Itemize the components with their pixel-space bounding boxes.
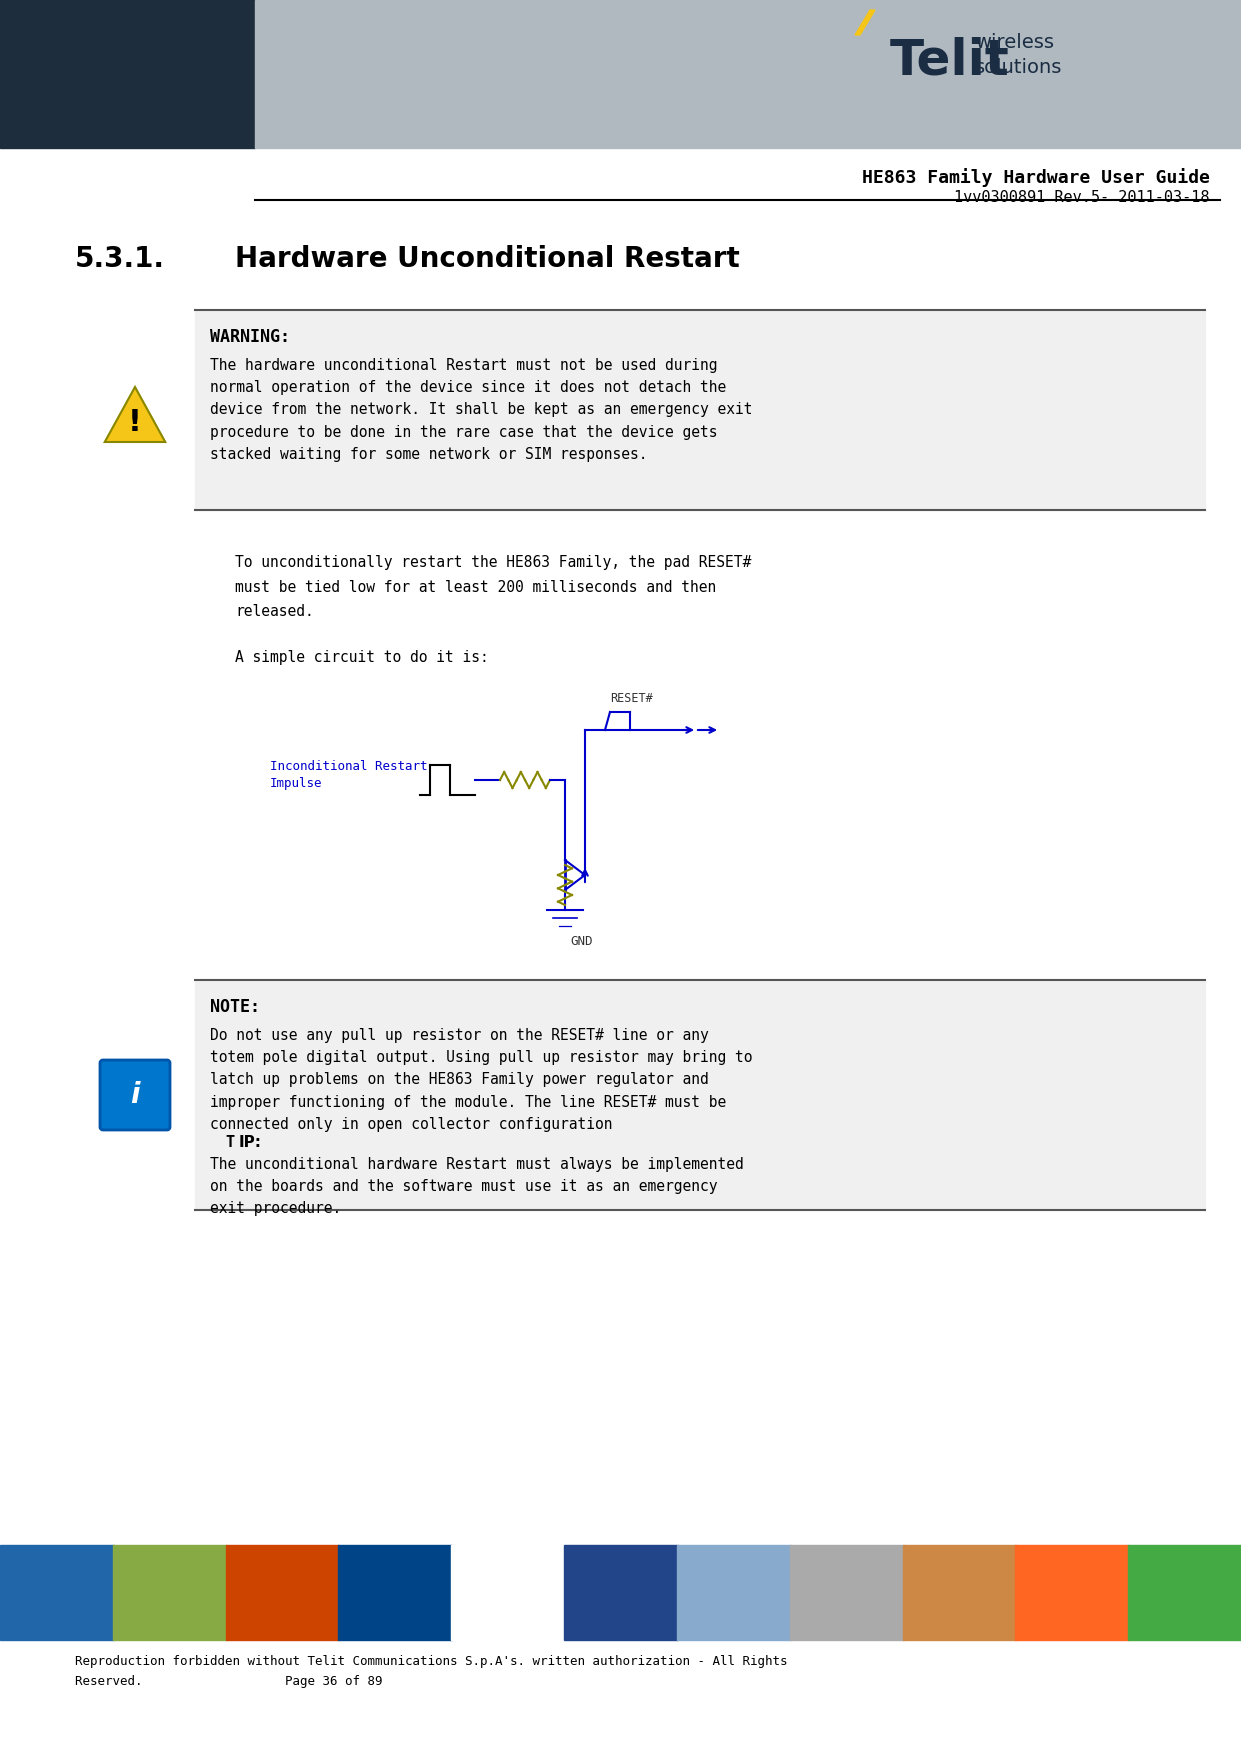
Bar <box>1015 1544 1129 1639</box>
Bar <box>195 979 1205 1209</box>
Text: Inconditional Restart
Impulse: Inconditional Restart Impulse <box>271 760 427 790</box>
Bar <box>789 1544 903 1639</box>
Bar <box>254 0 1241 147</box>
Text: RESET#: RESET# <box>611 691 653 706</box>
Text: T: T <box>225 1135 235 1150</box>
Text: i: i <box>130 1081 140 1109</box>
Text: The unconditional hardware Restart must always be implemented
on the boards and : The unconditional hardware Restart must … <box>210 1157 743 1216</box>
Text: !: ! <box>128 409 141 437</box>
Bar <box>0 0 254 147</box>
Text: HE863 Family Hardware User Guide: HE863 Family Hardware User Guide <box>862 168 1210 188</box>
Text: Reserved.                   Page 36 of 89: Reserved. Page 36 of 89 <box>74 1674 382 1688</box>
Text: 1vv0300891 Rev.5- 2011-03-18: 1vv0300891 Rev.5- 2011-03-18 <box>954 190 1210 205</box>
Bar <box>676 1544 791 1639</box>
Text: Telit: Telit <box>890 37 1010 84</box>
Text: A simple circuit to do it is:: A simple circuit to do it is: <box>235 649 489 665</box>
Text: Hardware Unconditional Restart: Hardware Unconditional Restart <box>235 246 740 274</box>
Bar <box>902 1544 1016 1639</box>
Text: To unconditionally restart the HE863 Family, the pad RESET#
must be tied low for: To unconditionally restart the HE863 Fam… <box>235 555 751 620</box>
Text: NOTE:: NOTE: <box>210 999 261 1016</box>
Bar <box>339 1544 452 1639</box>
Text: 5.3.1.: 5.3.1. <box>74 246 165 274</box>
Text: Reproduction forbidden without Telit Communications S.p.A's. written authorizati: Reproduction forbidden without Telit Com… <box>74 1655 788 1667</box>
Text: GND: GND <box>570 935 592 948</box>
Text: wireless
solutions: wireless solutions <box>975 33 1062 77</box>
Text: The hardware unconditional Restart must not be used during
normal operation of t: The hardware unconditional Restart must … <box>210 358 752 462</box>
Text: IP:: IP: <box>240 1135 262 1150</box>
Bar <box>195 311 1205 511</box>
Text: Do not use any pull up resistor on the RESET# line or any
totem pole digital out: Do not use any pull up resistor on the R… <box>210 1028 752 1132</box>
Bar <box>113 1544 227 1639</box>
Bar <box>452 1544 565 1639</box>
Polygon shape <box>855 11 875 35</box>
FancyBboxPatch shape <box>101 1060 170 1130</box>
Bar <box>565 1544 678 1639</box>
Bar <box>1128 1544 1241 1639</box>
Bar <box>226 1544 340 1639</box>
Text: WARNING:: WARNING: <box>210 328 290 346</box>
Bar <box>0 1544 114 1639</box>
Polygon shape <box>104 388 165 442</box>
